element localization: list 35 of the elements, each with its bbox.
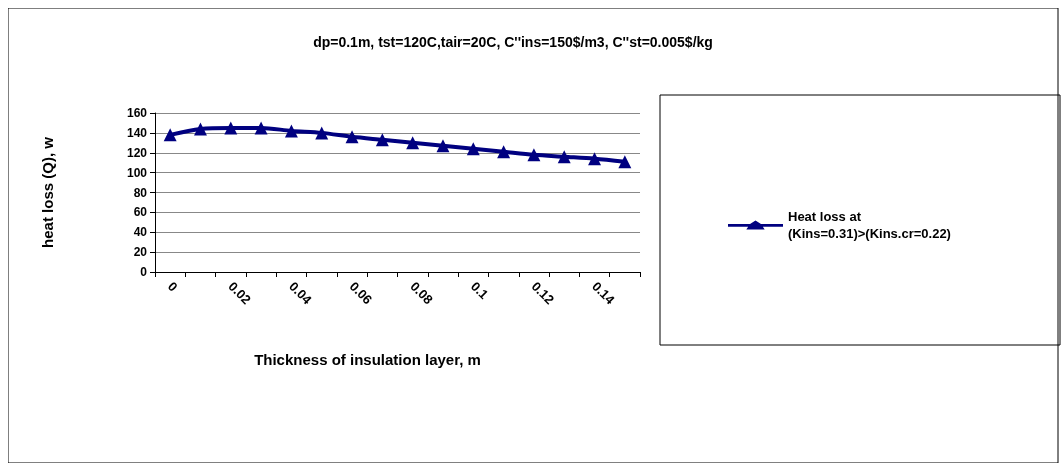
point	[193, 122, 207, 136]
point	[588, 152, 602, 166]
y-tick-label: 0	[140, 265, 148, 279]
y-tick-label: 80	[133, 185, 148, 200]
point	[557, 150, 571, 164]
chart-title: dp=0.1m, tst=120C,tair=20C, C''ins=150$/m3, C''st=0.005$/kg	[313, 34, 713, 50]
point	[527, 148, 541, 162]
x-tick-label: 0	[164, 278, 181, 295]
x-tick-label: 0.06	[346, 278, 376, 308]
point	[466, 142, 480, 156]
point	[254, 121, 268, 135]
y-tick-label: 140	[126, 125, 148, 140]
legend-label: Heat loss at (Kins=0.31)>(Kins.cr=0.22)	[788, 209, 951, 241]
y-tick-label: 40	[133, 225, 148, 240]
point	[224, 121, 238, 135]
y-tick-label: 120	[126, 145, 148, 160]
x-axis-title: Thickness of insulation layer, m	[254, 351, 481, 368]
y-tick-label: 160	[126, 106, 148, 120]
x-tick-label: 0.14	[589, 278, 619, 308]
point	[163, 128, 177, 142]
x-tick-label: 0.08	[407, 278, 436, 308]
point	[345, 130, 359, 144]
y-axis-title: heat loss (Q), w	[39, 136, 56, 248]
point	[375, 133, 389, 147]
x-tick-label: 0.04	[286, 278, 316, 308]
point	[315, 126, 329, 140]
point	[406, 136, 420, 150]
y-tick-label: 20	[133, 245, 148, 260]
point	[618, 155, 632, 169]
point	[436, 139, 450, 153]
x-tick-label: 0.1	[467, 278, 492, 303]
point	[284, 124, 298, 138]
y-tick-label: 60	[133, 205, 148, 220]
point	[497, 145, 511, 159]
y-tick-label: 100	[126, 165, 148, 180]
